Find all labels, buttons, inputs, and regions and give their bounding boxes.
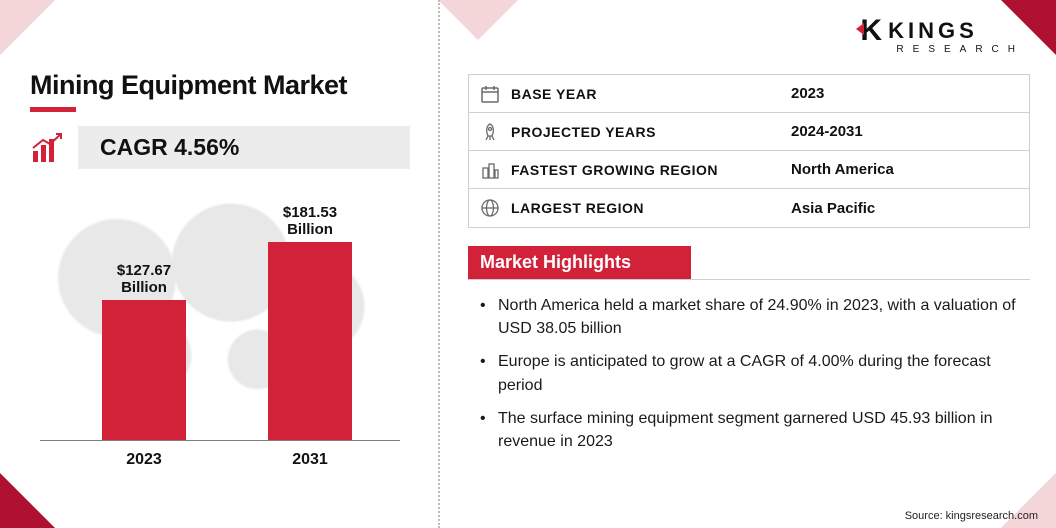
vertical-divider xyxy=(438,0,440,528)
left-pane: Mining Equipment Market CAGR 4.56% $127.… xyxy=(30,70,410,481)
logo-sub-text: RESEARCH xyxy=(896,44,1024,55)
corner-bottom-left xyxy=(0,473,55,528)
logo-k-icon: K xyxy=(860,14,882,48)
fact-row: FASTEST GROWING REGION North America xyxy=(469,151,1029,189)
fact-value: 2024-2031 xyxy=(791,123,863,140)
chart-baseline xyxy=(40,440,400,441)
fact-row: BASE YEAR 2023 xyxy=(469,75,1029,113)
cagr-row: CAGR 4.56% xyxy=(30,126,410,169)
globe-icon xyxy=(469,198,511,218)
logo-brand-text: KINGS xyxy=(888,18,978,44)
fact-row: LARGEST REGION Asia Pacific xyxy=(469,189,1029,227)
fact-key: FASTEST GROWING REGION xyxy=(511,162,791,178)
bar-2023 xyxy=(102,300,186,440)
brand-logo: K KINGS RESEARCH xyxy=(860,14,1024,55)
highlight-item: Europe is anticipated to grow at a CAGR … xyxy=(476,350,1030,396)
fact-value: North America xyxy=(791,161,894,178)
fact-value: Asia Pacific xyxy=(791,200,875,217)
highlights-heading: Market Highlights xyxy=(468,246,691,279)
page-title: Mining Equipment Market xyxy=(30,70,410,101)
bar-2031 xyxy=(268,242,352,440)
cagr-value: CAGR 4.56% xyxy=(78,126,410,169)
growth-chart-icon xyxy=(30,131,64,165)
fact-key: PROJECTED YEARS xyxy=(511,124,791,140)
title-underline xyxy=(30,107,76,112)
xaxis-label-2031: 2031 xyxy=(250,451,370,469)
highlight-item: North America held a market share of 24.… xyxy=(476,294,1030,340)
bar-chart: $127.67Billion 2023 $181.53Billion 2031 xyxy=(30,181,410,481)
bar-2023-label: $127.67Billion xyxy=(84,262,204,296)
rocket-icon xyxy=(469,122,511,142)
bar-2031-label: $181.53Billion xyxy=(250,204,370,238)
xaxis-label-2023: 2023 xyxy=(84,451,204,469)
fact-key: LARGEST REGION xyxy=(511,200,791,216)
highlight-item: The surface mining equipment segment gar… xyxy=(476,407,1030,453)
city-icon xyxy=(469,160,511,180)
right-pane: K KINGS RESEARCH BASE YEAR 2023 PROJECTE… xyxy=(468,14,1030,463)
corner-top-left xyxy=(0,0,55,55)
fact-key: BASE YEAR xyxy=(511,86,791,102)
highlights-list: North America held a market share of 24.… xyxy=(468,294,1030,453)
calendar-icon xyxy=(469,84,511,104)
fact-row: PROJECTED YEARS 2024-2031 xyxy=(469,113,1029,151)
highlights-section: Market Highlights North America held a m… xyxy=(468,246,1030,453)
facts-table: BASE YEAR 2023 PROJECTED YEARS 2024-2031… xyxy=(468,74,1030,228)
source-attribution: Source: kingsresearch.com xyxy=(905,510,1038,522)
fact-value: 2023 xyxy=(791,85,824,102)
highlights-underline xyxy=(468,279,1030,280)
